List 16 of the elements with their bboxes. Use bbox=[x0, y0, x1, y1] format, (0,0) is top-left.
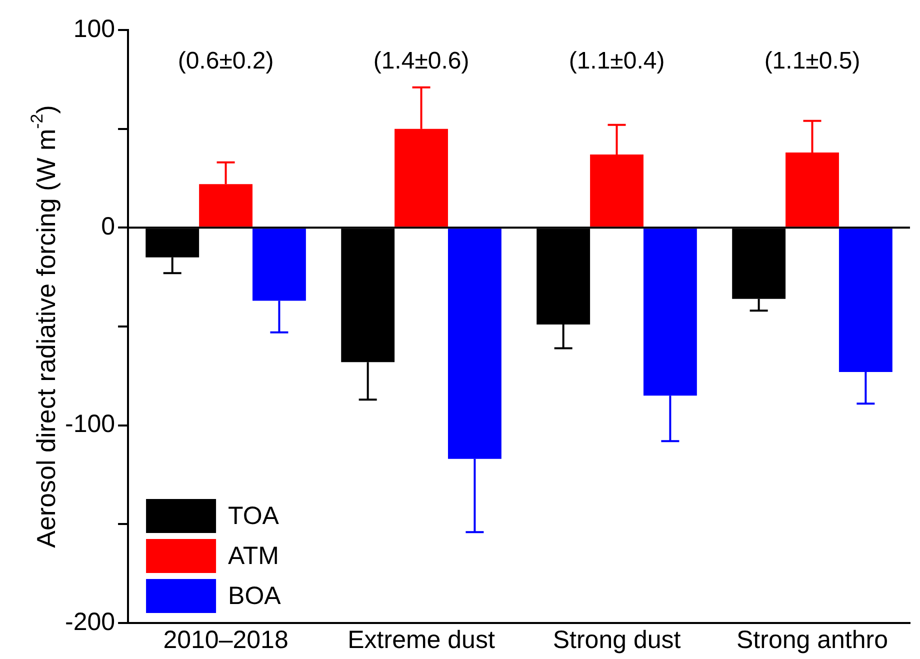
x-tick-label: Extreme dust bbox=[348, 626, 495, 654]
y-tick-label: -200 bbox=[64, 608, 116, 636]
legend-label: BOA bbox=[228, 582, 282, 610]
annotation: (1.4±0.6) bbox=[373, 48, 470, 75]
y-axis-title: Aerosol direct radiative forcing (W m-2) bbox=[28, 105, 62, 548]
x-tick-label: Strong anthro bbox=[736, 626, 888, 654]
legend-label: TOA bbox=[228, 502, 280, 530]
legend-label: ATM bbox=[228, 542, 279, 570]
y-tick-label: 0 bbox=[101, 212, 116, 241]
annotation: (0.6±0.2) bbox=[178, 48, 274, 75]
x-tick-label: Strong dust bbox=[552, 626, 681, 654]
y-tick-label: 100 bbox=[73, 14, 116, 43]
x-tick-label: 2010–2018 bbox=[163, 626, 288, 654]
y-tick-label: -100 bbox=[64, 410, 116, 438]
annotation: (1.1±0.4) bbox=[568, 48, 665, 75]
annotation: (1.1±0.5) bbox=[764, 48, 860, 75]
